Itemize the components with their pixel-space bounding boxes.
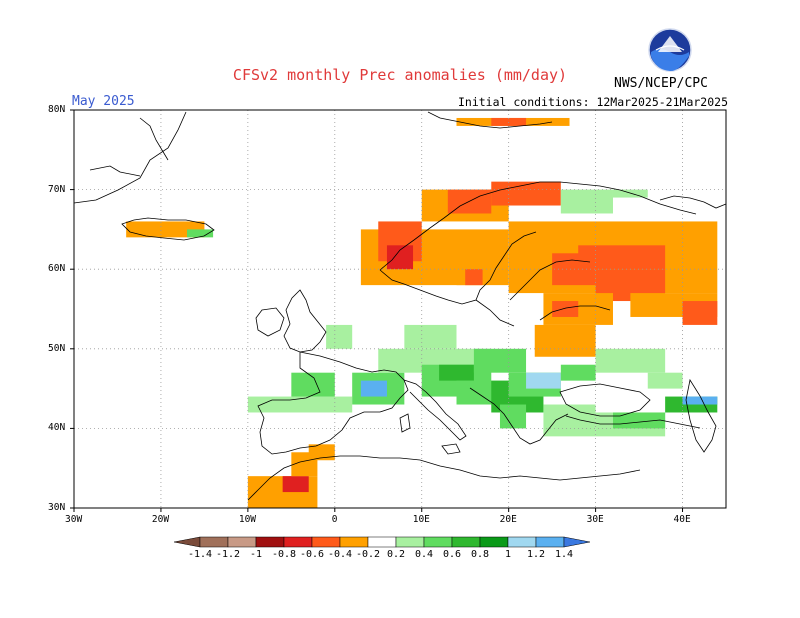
map-ticks (70, 109, 684, 512)
anomaly-cell (247, 396, 353, 413)
anomaly-cell (612, 189, 648, 198)
initial-conditions: Initial conditions: 12Mar2025-21Mar2025 (457, 95, 728, 109)
coastlines (73, 111, 727, 501)
lon-tick-label: 40E (673, 514, 691, 525)
lat-tick-label: 50N (48, 342, 66, 354)
colorbar-swatch (423, 536, 453, 548)
colorbar-swatch (227, 536, 257, 548)
lat-tick-label: 40N (48, 422, 66, 434)
lon-tick-label: 30E (586, 514, 604, 525)
anomaly-cell (499, 404, 527, 429)
colorbar-swatch (283, 536, 313, 548)
anomaly-cell (560, 364, 596, 381)
colorbar-tick-label: -1.2 (216, 549, 241, 560)
colorbar-swatch (255, 536, 285, 548)
colorbar-right-arrow (563, 536, 591, 548)
lat-tick-label: 70N (48, 183, 66, 195)
colorbar-swatch (507, 536, 537, 548)
lon-tick-label: 0 (331, 514, 338, 525)
anomaly-cell (526, 372, 561, 389)
colorbar-swatch (535, 536, 565, 548)
anomaly-cell (308, 444, 335, 461)
lat-tick-label: 80N (48, 104, 66, 115)
anomaly-cell (360, 380, 387, 397)
map-frame (73, 109, 727, 509)
anomaly-cell (439, 364, 474, 381)
anomaly-cell (326, 324, 353, 349)
colorbar-swatch (339, 536, 369, 548)
anomaly-cell (612, 412, 666, 429)
anomaly-cell (682, 301, 718, 325)
colorbar-tick-label: 0.4 (415, 549, 434, 560)
anomaly-cell (543, 404, 596, 437)
lon-tick-label: 10W (238, 514, 257, 525)
colorbar-tick-label: 1 (505, 549, 512, 560)
anomaly-cell (491, 117, 527, 126)
colorbar-swatch (311, 536, 341, 548)
colorbar-tick-label: -0.4 (328, 549, 353, 560)
anomaly-cell (552, 301, 579, 317)
map-gridlines (74, 110, 726, 508)
forecast-month: May 2025 (72, 94, 135, 109)
colorbar-tick-label: -0.6 (300, 549, 325, 560)
anomaly-cells (126, 117, 718, 508)
colorbar-tick-label: -0.8 (272, 549, 297, 560)
colorbar-swatch (395, 536, 425, 548)
colorbar-tick-label: 0.8 (471, 549, 490, 560)
lon-tick-label: 30W (65, 514, 83, 525)
lon-tick-label: 10E (412, 514, 430, 525)
colorbar-tick-label: -1 (250, 549, 263, 560)
map-title: CFSv2 monthly Prec anomalies (mm/day) (232, 66, 568, 84)
anomaly-cell (578, 245, 666, 270)
lon-tick-label: 20E (499, 514, 517, 525)
colorbar-tick-label: 1.4 (555, 549, 574, 560)
lon-tick-label: 20W (151, 514, 170, 525)
colorbar-tick-label: 1.2 (527, 549, 546, 560)
anomaly-cell (647, 372, 683, 389)
colorbar-tick-label: -1.4 (188, 549, 213, 560)
anomaly-cell (386, 245, 414, 270)
colorbar-swatch (479, 536, 509, 548)
noaa-logo-icon (648, 28, 692, 72)
anomaly-cell (187, 229, 214, 238)
anomaly-cell (126, 221, 205, 238)
colorbar-tick-label: 0.2 (387, 549, 406, 560)
anomaly-cell (595, 348, 666, 373)
anomaly-cell (534, 324, 596, 357)
colorbar-swatch (367, 536, 397, 548)
anomaly-cell (282, 476, 309, 493)
colorbar-left-arrow (173, 536, 201, 548)
colorbar (173, 536, 591, 548)
anomaly-cell (682, 396, 718, 405)
anomaly-cell (404, 324, 457, 349)
anomaly-cell (560, 189, 613, 214)
colorbar-swatch (451, 536, 481, 548)
anomaly-cell (465, 269, 483, 286)
lat-tick-label: 30N (48, 502, 66, 513)
anomaly-cell (291, 372, 335, 397)
colorbar-tick-label: 0.6 (443, 549, 462, 560)
lat-tick-label: 60N (48, 263, 66, 275)
anomaly-cell (491, 181, 561, 206)
anomaly-cell (473, 348, 527, 373)
colorbar-swatch (199, 536, 229, 548)
colorbar-tick-label: -0.2 (356, 549, 381, 560)
agency-label: NWS/NCEP/CPC (614, 76, 708, 91)
